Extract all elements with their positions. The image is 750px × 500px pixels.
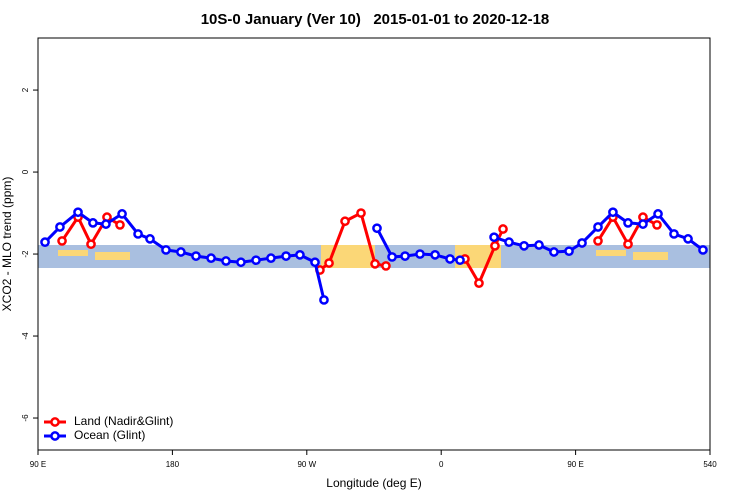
y-tick-label: -4: [21, 332, 30, 340]
point: [161, 245, 171, 255]
point: [415, 249, 425, 259]
point: [593, 222, 603, 232]
point: [88, 218, 98, 228]
point: [534, 240, 544, 250]
point: [176, 247, 186, 257]
x-tick-label: 90 W: [297, 460, 316, 469]
point: [281, 251, 291, 261]
point: [40, 237, 50, 248]
island: [633, 252, 668, 260]
point: [381, 261, 391, 271]
legend-marker: [50, 417, 60, 427]
point: [372, 223, 382, 234]
point: [266, 253, 276, 263]
point: [57, 236, 67, 246]
point: [564, 246, 574, 257]
point: [55, 222, 65, 232]
point: [206, 253, 216, 263]
point: [86, 239, 96, 250]
point: [623, 218, 633, 228]
x-tick-label: 180: [166, 460, 180, 469]
legend-label: Land (Nadir&Glint): [74, 414, 173, 428]
point: [101, 219, 111, 229]
x-axis-label: Longitude (deg E): [326, 476, 421, 490]
point: [236, 257, 246, 268]
x-tick-label: 90 E: [567, 460, 583, 469]
chart-title: 10S-0 January (Ver 10) 2015-01-01 to 202…: [201, 11, 550, 28]
point: [319, 295, 329, 305]
legend-marker: [50, 431, 60, 441]
island: [58, 250, 88, 256]
point: [638, 219, 648, 229]
point: [683, 234, 693, 244]
point: [623, 239, 633, 250]
point: [251, 255, 261, 266]
point: [324, 258, 334, 268]
point: [549, 247, 559, 257]
point: [652, 220, 662, 230]
point: [489, 232, 499, 243]
point: [608, 207, 618, 218]
point: [653, 209, 663, 219]
point: [133, 229, 143, 239]
point: [445, 254, 455, 264]
point: [593, 236, 603, 246]
point: [669, 229, 679, 239]
island: [95, 252, 130, 260]
point: [387, 252, 397, 262]
x-tick-label: 540: [703, 460, 717, 469]
point: [191, 251, 201, 261]
y-tick-label: 0: [21, 169, 30, 174]
point: [117, 209, 127, 219]
point: [310, 257, 320, 268]
point: [370, 259, 380, 269]
point: [221, 256, 231, 266]
x-tick-label: 90 E: [30, 460, 46, 469]
point: [498, 224, 508, 234]
point: [115, 220, 125, 230]
y-tick-label: 2: [21, 87, 30, 92]
point: [698, 245, 708, 255]
point: [490, 240, 500, 251]
point: [356, 208, 366, 218]
point: [73, 207, 83, 218]
x-tick-label: 0: [439, 460, 444, 469]
point: [145, 234, 155, 244]
point: [519, 240, 529, 251]
y-tick-label: -2: [21, 250, 30, 258]
point: [340, 216, 350, 227]
point: [430, 250, 440, 260]
point: [455, 255, 465, 266]
point: [295, 250, 305, 260]
legend-label: Ocean (Glint): [74, 428, 145, 442]
y-tick-label: -6: [21, 414, 30, 422]
point: [504, 237, 514, 248]
point: [400, 251, 410, 261]
plot-frame: [37, 37, 711, 451]
island: [596, 250, 626, 256]
y-axis-label: XCO2 - MLO trend (ppm): [0, 177, 14, 312]
point: [474, 278, 484, 289]
point: [577, 238, 587, 248]
